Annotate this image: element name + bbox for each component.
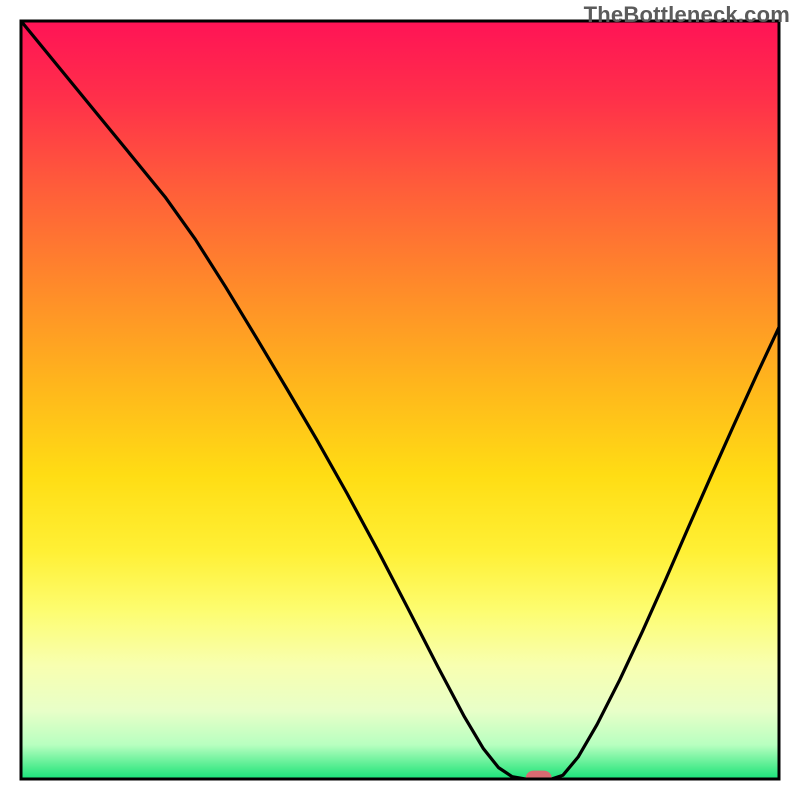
gradient-background: [21, 21, 779, 779]
bottleneck-chart: [0, 0, 800, 800]
watermark-text: TheBottleneck.com: [584, 2, 790, 28]
optimal-marker: [526, 771, 552, 785]
